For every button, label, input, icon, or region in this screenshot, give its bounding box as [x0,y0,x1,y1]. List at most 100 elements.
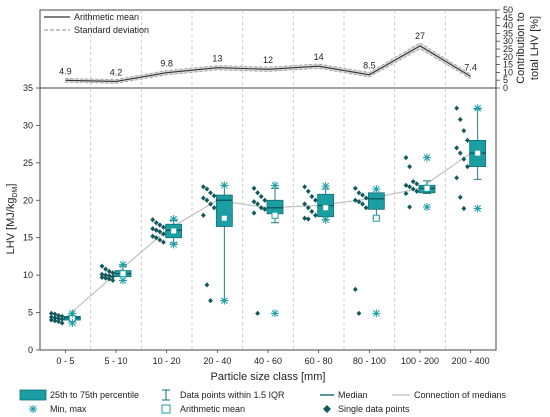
bottom-legend: 25th to 75th percentile Data points with… [19,389,507,414]
top-panel: 4.9 4.2 9.8 13 12 14 8.5 27 7.4 0510152025303540… [39,5,541,93]
box-5-10 [114,260,132,285]
legend-item-diamond: Single data points [323,404,410,414]
data-point [106,268,112,274]
max-marker [271,181,279,190]
mean-marker [474,149,482,157]
data-point [403,155,409,161]
data-point [414,188,420,194]
top-data-label: 4.2 [110,68,123,78]
bottom-ylabel: LHV [MJ/kgDM] [5,184,19,255]
bottom-x-axis: 0 - 5 5 - 10 10 - 20 20 - 40 40 - 60 60 - 80 8… [56,350,490,366]
top-data-label: 12 [263,55,273,65]
x-tick-label: 0 - 5 [56,356,74,366]
data-point [153,235,159,241]
data-point [457,116,463,123]
data-point [363,205,369,211]
median-connection [64,152,472,319]
top-y-tick-label: 30 [503,36,513,46]
mean-series-line [65,45,471,82]
bottom-y-tick-label: 30 [23,120,33,130]
top-y-tick-label: 35 [503,28,513,38]
top-data-label: 7.4 [464,62,477,72]
data-point [410,186,416,192]
data-point [302,215,308,221]
data-point [461,128,467,134]
data-point [352,286,358,292]
data-point [407,204,412,210]
data-point [454,145,460,151]
data-point [204,282,210,288]
iqr-box [266,199,284,215]
data-point [200,184,206,190]
legend-diamond-swatch [323,405,331,413]
legend-item-box: 25th to 75th percentile [19,389,139,401]
data-point [309,208,315,215]
data-point [99,274,105,280]
x-tick-label: 20 - 40 [203,356,231,366]
bottom-grid [90,88,446,350]
box-200-400 [469,104,487,213]
data-point [157,229,163,235]
bottom-y-tick-label: 10 [23,270,33,280]
x-tick-label: 100 - 200 [401,356,439,366]
bottom-left-y-axis: 0 5 10 15 20 25 30 35 [23,83,40,355]
data-point [153,220,159,226]
bottom-y-tick-label: 20 [23,195,33,205]
data-point [59,320,65,326]
single-data-points [48,105,470,326]
min-marker [169,240,178,249]
data-point [360,201,365,207]
legend-item-median: Median [320,390,368,400]
data-point [262,206,268,212]
data-point [99,263,105,269]
box-60-80 [317,182,335,224]
x-tick-label: 60 - 80 [305,356,333,366]
box-40-60 [266,181,284,318]
max-marker [321,182,330,191]
legend-whisker-label: Data points within 1.5 IQR [180,390,285,400]
data-point [465,137,470,143]
min-marker [321,215,330,224]
legend-box-swatch [19,389,47,401]
data-point [52,318,58,324]
box-0-5 [63,309,81,328]
data-point [454,105,460,111]
data-point [204,197,210,203]
data-point [153,227,159,233]
data-point [454,175,460,181]
data-point [157,222,163,228]
top-grid [90,10,446,88]
min-marker [220,296,229,305]
max-marker [423,153,431,162]
top-data-label: 8.5 [363,61,376,71]
legend-item-connection: Connection of medians [392,390,507,400]
legend-item-star: Min, max [29,404,87,414]
top-y-tick-label: 50 [503,5,513,15]
top-y-tick-label: 25 [503,44,513,54]
top-y-tick-label: 0 [503,83,508,93]
max-marker [119,260,127,269]
data-point [208,297,213,304]
mean-marker [372,214,380,222]
min-marker [68,319,77,328]
mean-marker [423,184,431,192]
data-point [255,310,260,316]
data-point [59,313,65,319]
top-y-tick-label: 15 [503,60,513,70]
data-point [110,277,116,283]
mean-marker [271,211,279,219]
data-point [161,231,166,237]
legend-connection-label: Connection of medians [414,390,507,400]
ylabel-end: ] [5,184,17,187]
mean-marker [170,227,178,235]
legend-item-whisker: Data points within 1.5 IQR [162,389,285,401]
data-point [150,217,156,223]
min-marker [271,309,279,318]
data-point [352,185,358,191]
data-point [313,212,318,218]
box-20-40 [215,181,233,305]
x-tick-label: 10 - 20 [153,356,181,366]
data-point [407,164,412,170]
legend-square-label: Arithmetic mean [180,404,245,414]
